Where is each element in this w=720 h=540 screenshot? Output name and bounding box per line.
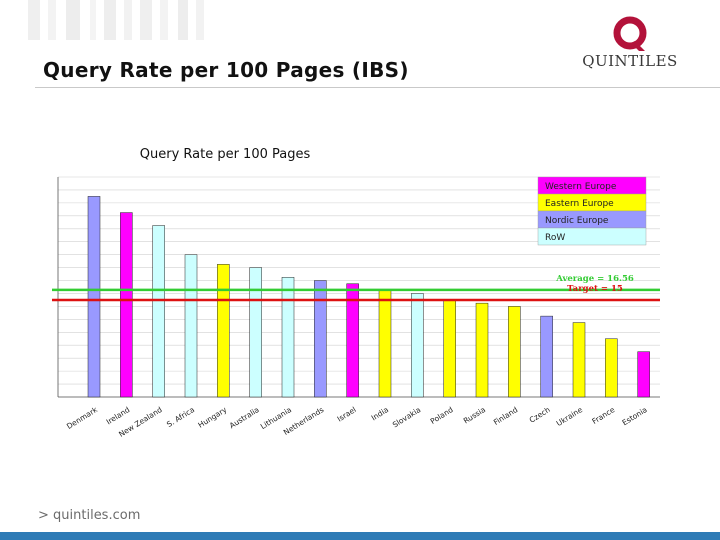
bar [87,196,101,398]
legend-entry: Western Europe [545,182,617,192]
title-divider [35,87,720,88]
x-tick-label: Ukraine [555,405,585,428]
x-tick-label: Israel [336,405,358,423]
x-tick-label: Estonia [621,405,649,427]
bar [281,277,295,398]
x-tick-label: Australia [228,405,261,430]
query-rate-chart: Query Rate per 100 Pages Denmark Ireland Ne… [50,135,680,455]
bar [314,280,327,398]
bar [508,306,521,398]
footer-bar [0,532,720,540]
bar [378,289,392,398]
footer-link[interactable]: > quintiles.com [38,508,141,523]
reference-line-label: Average = 16.56 [555,274,634,284]
legend-swatch [537,227,647,246]
x-tick-label: Hungary [196,405,228,430]
x-tick-label: Ireland [105,405,132,427]
bar [540,315,553,398]
legend-entry: Eastern Europe [545,199,614,209]
bar [475,302,489,398]
x-tick-label: India [370,405,390,422]
quintiles-logo-icon [613,16,647,51]
x-tick-label: Slovakia [391,405,422,429]
bar [572,322,586,398]
bar [411,293,424,398]
x-tick-label: Poland [429,405,455,426]
bar [152,225,165,398]
legend-entry: Nordic Europe [545,216,609,226]
legend-entry: RoW [545,233,565,243]
bar [249,267,262,398]
bar [184,254,198,398]
x-tick-label: S. Africa [165,405,196,429]
header-decoration [28,0,204,40]
x-tick-label: Finland [492,405,520,427]
brand-wordmark: QUINTILES [582,52,678,70]
x-tick-label: France [590,405,616,426]
bar [346,283,359,398]
x-tick-label: Czech [528,405,552,425]
chart-title: Query Rate per 100 Pages [140,147,311,162]
page-title: Query Rate per 100 Pages (IBS) [43,58,409,82]
x-tick-label: Russia [462,405,487,425]
bar [120,212,133,398]
bar [443,299,456,398]
bar [217,264,230,398]
reference-line-label: Target = 15 [567,284,623,294]
x-tick-label: Denmark [65,405,100,431]
bar [637,351,650,398]
bar [605,338,618,398]
